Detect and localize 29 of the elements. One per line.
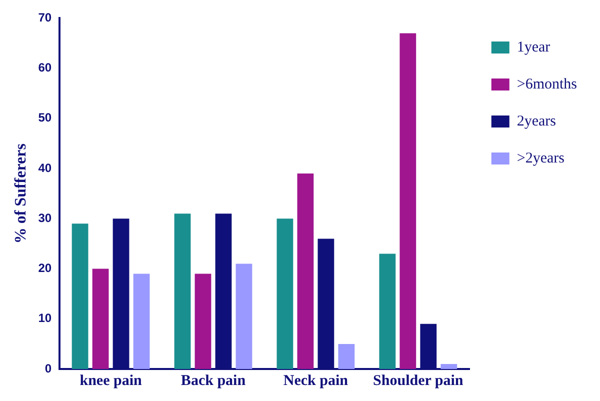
y-tick-label: 10 [38, 311, 52, 326]
y-axis-title: % of Sufferers [12, 144, 30, 244]
bar [338, 344, 355, 369]
y-tick-label: 40 [38, 160, 52, 175]
x-tick-label: Back pain [180, 372, 246, 389]
y-tick-label: 20 [38, 261, 52, 276]
bar [379, 254, 396, 369]
y-tick-label: 50 [38, 110, 52, 125]
x-tick-label: Shoulder pain [373, 372, 464, 389]
legend-label: >2years [516, 150, 565, 166]
legend-label: 2years [516, 113, 556, 130]
y-tick-label: 30 [38, 210, 52, 225]
bar [297, 174, 314, 369]
bar [276, 218, 294, 369]
y-tick-label: 70 [38, 10, 52, 25]
bar [72, 224, 88, 369]
bar [133, 274, 150, 369]
legend-label: 1year [516, 39, 550, 56]
y-tick-label: 60 [38, 60, 52, 75]
x-tick-label: Neck pain [283, 372, 349, 389]
bar [174, 214, 191, 369]
bar [194, 274, 212, 369]
bar [400, 33, 416, 369]
bar [92, 268, 109, 369]
bar [440, 364, 458, 369]
bar [236, 264, 252, 369]
y-tick-label: 0 [44, 361, 52, 376]
legend-label: >6months [516, 76, 578, 92]
x-tick-label: knee pain [80, 372, 142, 389]
